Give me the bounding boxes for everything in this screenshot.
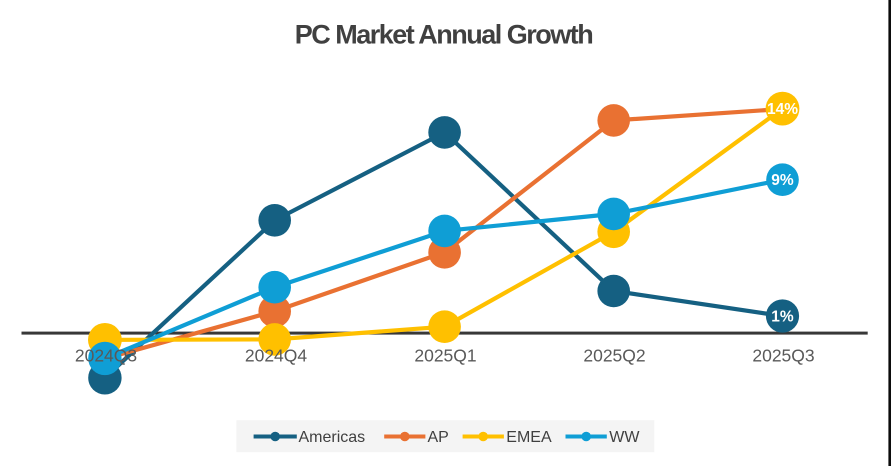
svg-text:2025Q1: 2025Q1 bbox=[414, 346, 476, 366]
svg-text:PC Market Annual Growth: PC Market Annual Growth bbox=[295, 20, 593, 50]
svg-text:2025Q2: 2025Q2 bbox=[583, 346, 645, 366]
svg-text:1%: 1% bbox=[771, 309, 794, 326]
svg-text:9%: 9% bbox=[771, 172, 794, 189]
svg-text:Americas: Americas bbox=[299, 429, 366, 446]
svg-text:WW: WW bbox=[609, 429, 640, 446]
svg-text:EMEA: EMEA bbox=[506, 429, 552, 446]
svg-text:2024Q3: 2024Q3 bbox=[75, 346, 137, 366]
svg-text:2025Q3: 2025Q3 bbox=[752, 346, 814, 366]
svg-text:14%: 14% bbox=[767, 101, 798, 118]
svg-text:AP: AP bbox=[428, 429, 449, 446]
svg-text:2024Q4: 2024Q4 bbox=[245, 346, 308, 366]
